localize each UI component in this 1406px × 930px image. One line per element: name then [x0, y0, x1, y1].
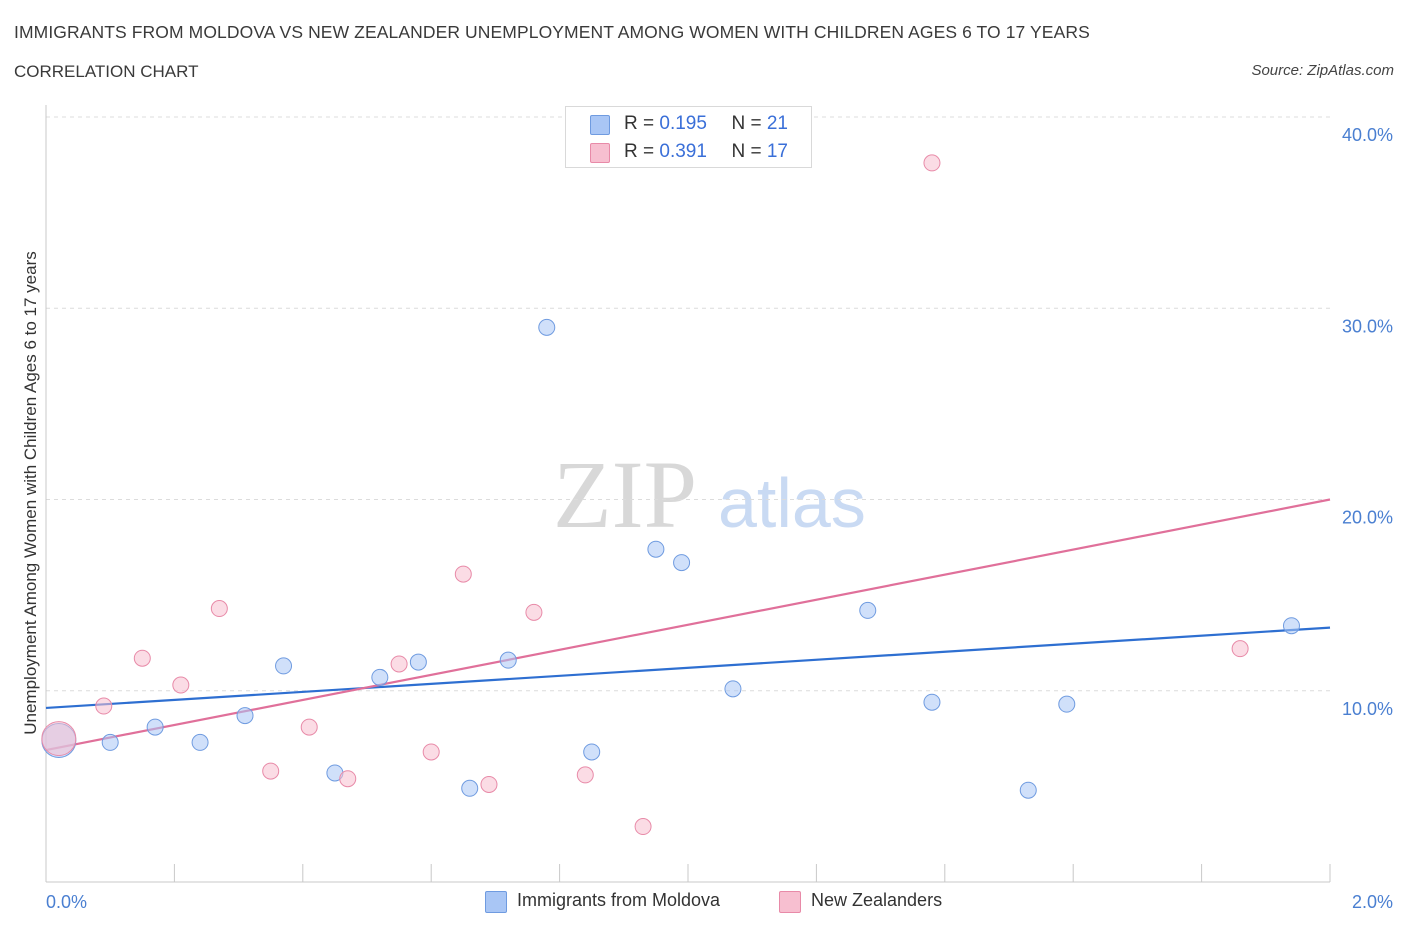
- data-points: [41, 154, 1300, 836]
- data-point: [923, 693, 941, 711]
- trend-lines: [45, 498, 1331, 752]
- data-point: [172, 676, 190, 694]
- data-point: [210, 600, 228, 618]
- data-point: [673, 554, 691, 572]
- legend-label-moldova: Immigrants from Moldova: [517, 890, 721, 910]
- source-note: Source: ZipAtlas.com: [1251, 62, 1394, 79]
- data-point: [191, 733, 209, 751]
- data-point: [41, 721, 77, 757]
- legend-swatch-new-zealanders: [590, 143, 610, 163]
- data-point: [1282, 617, 1300, 635]
- grid-lines: [46, 116, 1330, 692]
- legend-swatch-new-zealanders: [779, 891, 801, 913]
- legend-swatch-moldova: [590, 115, 610, 135]
- data-point: [133, 649, 151, 667]
- x-tick-labels: 0.0% 2.0%: [46, 892, 1393, 912]
- data-point: [275, 657, 293, 675]
- data-point: [390, 655, 408, 673]
- data-point: [1231, 640, 1249, 658]
- y-tick-label: 20.0%: [1342, 508, 1393, 528]
- data-point: [95, 697, 113, 715]
- data-point: [859, 601, 877, 619]
- correlation-legend: R = 0.195 N = 21 R = 0.391 N = 17: [565, 106, 812, 168]
- data-point: [583, 743, 601, 761]
- chart-subtitle: CORRELATION CHART: [14, 62, 199, 81]
- y-tick-labels: 10.0% 20.0% 30.0% 40.0%: [1342, 125, 1393, 719]
- data-point: [1019, 781, 1037, 799]
- legend-r-label: R =: [624, 141, 660, 162]
- data-point: [1058, 695, 1076, 713]
- legend-r-label: R =: [624, 113, 660, 134]
- legend-r-value: 0.391: [659, 141, 707, 162]
- y-tick-label: 40.0%: [1342, 125, 1393, 145]
- y-tick-label: 30.0%: [1342, 316, 1393, 336]
- legend-label-new-zealanders: New Zealanders: [811, 890, 943, 910]
- legend-n-value: 17: [766, 141, 788, 162]
- data-point: [422, 743, 440, 761]
- data-point: [576, 766, 594, 784]
- axes: [45, 105, 1331, 883]
- trend-line: [45, 498, 1331, 752]
- data-point: [101, 733, 119, 751]
- data-point: [538, 318, 556, 336]
- watermark: ZIP atlas: [553, 441, 866, 548]
- legend-n-value: 21: [766, 113, 788, 134]
- data-point: [647, 540, 665, 558]
- data-point: [371, 668, 389, 686]
- data-point: [146, 718, 164, 736]
- x-tick-label: 0.0%: [46, 892, 87, 912]
- y-axis-label: Unemployment Among Women with Children A…: [21, 251, 40, 735]
- data-point: [236, 707, 254, 725]
- chart-title: IMMIGRANTS FROM MOLDOVA VS NEW ZEALANDER…: [14, 22, 1090, 42]
- data-point: [461, 779, 479, 797]
- data-point: [480, 775, 498, 793]
- x-tick-label: 2.0%: [1352, 892, 1393, 912]
- data-point: [262, 762, 280, 780]
- data-point: [454, 565, 472, 583]
- legend-swatch-moldova: [485, 891, 507, 913]
- watermark-zip: ZIP: [553, 441, 697, 548]
- data-point: [409, 653, 427, 671]
- data-point: [923, 154, 941, 172]
- data-point: [499, 651, 517, 669]
- data-point: [339, 770, 357, 788]
- legend-n-label: N =: [731, 113, 767, 134]
- trend-line: [45, 626, 1331, 710]
- data-point: [724, 680, 742, 698]
- legend-r-value: 0.195: [659, 113, 707, 134]
- legend-n-label: N =: [731, 141, 767, 162]
- data-point: [300, 718, 318, 736]
- data-point: [634, 818, 652, 836]
- data-point: [525, 603, 543, 621]
- y-tick-label: 10.0%: [1342, 699, 1393, 719]
- watermark-atlas: atlas: [718, 464, 866, 542]
